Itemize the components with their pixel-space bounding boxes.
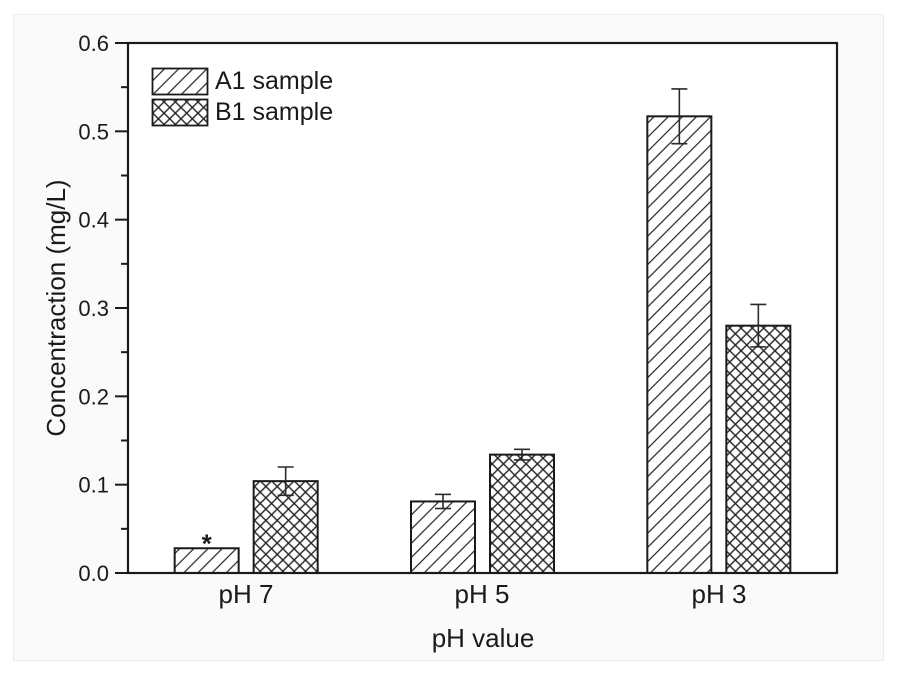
x-category-label-ph7: pH 7 — [218, 579, 274, 609]
y-tick-label: 0.6 — [78, 31, 109, 56]
plot-area — [128, 43, 837, 573]
y-tick-label: 0.2 — [78, 384, 109, 409]
bar — [252, 480, 319, 574]
significance-asterisk: * — [202, 528, 213, 558]
legend-swatch-a1-icon — [151, 67, 209, 96]
legend-label-a1: A1 sample — [215, 67, 334, 95]
bar — [410, 500, 476, 575]
x-axis-title: pH value — [431, 623, 535, 653]
y-tick-label: 0.1 — [78, 473, 109, 498]
plot-border — [126, 41, 839, 575]
bars-layer — [173, 115, 792, 575]
y-axis-title: Concentraction (mg/L) — [41, 179, 71, 437]
y-tick-label: 0.3 — [78, 296, 109, 321]
x-category-label-ph3: pH 3 — [691, 579, 747, 609]
error-bars-layer — [277, 88, 767, 510]
y-tick-label: 0.4 — [78, 208, 109, 233]
y-axis-ticks — [115, 42, 128, 574]
bar — [489, 453, 555, 574]
bar — [725, 324, 792, 574]
legend-swatch-b1-icon — [151, 98, 209, 127]
y-tick-label: 0.0 — [78, 561, 109, 586]
plot-layer: 0.0 0.1 0.2 0.3 0.4 0.5 0.6 * — [78, 31, 839, 586]
y-tick-label: 0.5 — [78, 119, 109, 144]
bar — [173, 547, 240, 574]
bar — [646, 115, 713, 574]
x-category-label-ph5: pH 5 — [454, 579, 510, 609]
legend-label-b1: B1 sample — [215, 98, 334, 126]
